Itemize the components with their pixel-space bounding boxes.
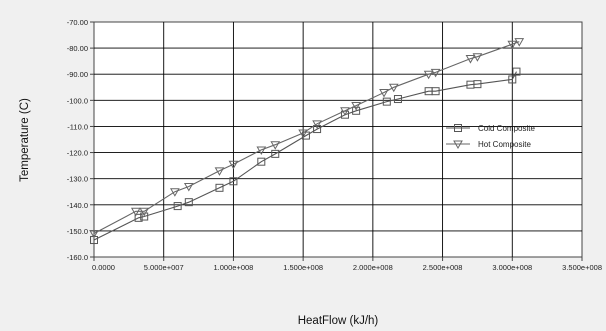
legend-marker (454, 124, 462, 132)
data-point (312, 120, 322, 129)
data-point (139, 207, 150, 217)
legend-entry: Hot Composite (446, 140, 531, 150)
data-point (257, 157, 266, 166)
data-point (173, 202, 182, 211)
y-tick-label: -80.00 (67, 44, 88, 53)
x-tick-label: 5.000e+007 (144, 263, 184, 272)
x-tick-label: 3.000e+008 (492, 263, 532, 272)
y-tick-label: -160.0 (67, 253, 88, 262)
x-axis-label: HeatFlow (kJ/h) (298, 315, 379, 327)
legend: Cold Composite Hot Composite (446, 124, 535, 150)
data-point (431, 87, 440, 96)
data-point (472, 53, 483, 62)
x-tick-label: 0.0000 (92, 263, 115, 272)
data-point (183, 183, 194, 192)
data-point (507, 40, 518, 50)
series-0 (90, 67, 521, 245)
y-tick-label: -140.0 (67, 201, 88, 210)
data-point (423, 70, 434, 80)
data-point (465, 55, 476, 64)
y-tick-label: -110.0 (67, 122, 88, 131)
series-line (93, 41, 520, 234)
data-point (134, 213, 143, 222)
legend-marker (453, 140, 463, 150)
x-tick-label: 3.500e+008 (562, 263, 602, 272)
data-point (473, 80, 482, 89)
data-point (379, 89, 389, 98)
data-point (514, 38, 525, 47)
data-series (89, 38, 525, 245)
legend-entry: Cold Composite (446, 124, 535, 133)
x-tick-label: 2.000e+008 (353, 263, 393, 272)
data-point (184, 198, 193, 207)
y-tick-labels: -70.00 -80.00 -90.00 -100.0 -110.0 -120.0 -130… (67, 18, 94, 262)
x-tick-label: 1.500e+008 (283, 263, 323, 272)
data-point (170, 188, 180, 197)
data-point (140, 212, 149, 221)
y-tick-label: -70.00 (67, 18, 88, 27)
data-point (388, 83, 399, 93)
data-point (430, 68, 441, 78)
y-tick-label: -150.0 (67, 227, 88, 236)
data-point (512, 67, 521, 76)
data-point (508, 75, 517, 84)
data-point (271, 149, 280, 158)
data-point (393, 95, 402, 104)
y-axis-label: Temperature (C) (19, 98, 31, 182)
y-tick-label: -100.0 (67, 96, 88, 105)
x-tick-label: 1.000e+008 (214, 263, 254, 272)
legend-label: Hot Composite (478, 140, 531, 149)
data-point (270, 141, 281, 150)
data-point (215, 183, 224, 192)
data-point (214, 167, 225, 176)
legend-label: Cold Composite (478, 124, 535, 133)
y-tick-label: -90.00 (67, 70, 88, 79)
data-point (256, 146, 267, 155)
data-point (313, 125, 322, 134)
data-point (298, 129, 309, 138)
data-point (89, 230, 99, 239)
data-point (340, 107, 350, 116)
y-tick-label: -130.0 (67, 175, 88, 184)
y-tick-label: -120.0 (67, 149, 88, 158)
data-point (382, 97, 391, 106)
data-point (352, 106, 361, 115)
series-1 (89, 38, 525, 239)
data-point (351, 102, 361, 111)
data-point (229, 177, 238, 186)
x-tick-labels: 0.0000 5.000e+007 1.000e+008 1.500e+008 2.00… (92, 257, 602, 272)
plot-area (93, 21, 583, 258)
data-point (130, 207, 141, 217)
x-tick-label: 2.500e+008 (423, 263, 463, 272)
data-point (228, 160, 239, 170)
